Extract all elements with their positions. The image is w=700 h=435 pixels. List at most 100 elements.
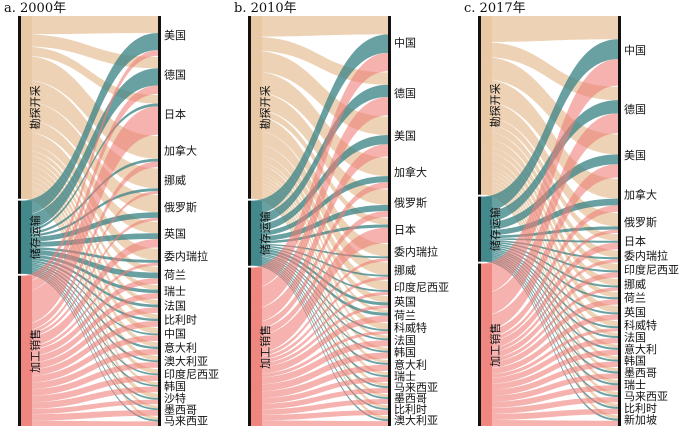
flow-upstream-14 [251,174,388,351]
stage-label-upstream: 勘探开采 [29,85,42,129]
flow-downstream-20 [251,420,388,426]
country-label: 荷兰 [164,268,186,281]
flow-downstream-14 [251,352,388,392]
country-label: 法国 [624,330,646,344]
country-label: 科威特 [624,318,657,332]
flow-midstream-16 [21,266,158,376]
stage-block-upstream [248,16,262,199]
stage-label-upstream: 勘探开采 [259,85,272,129]
flow-downstream-18 [251,399,388,415]
country-label: 新加坡 [624,413,657,427]
country-label: 加拿大 [164,144,197,158]
flow-downstream-5 [251,211,388,337]
flows [481,16,618,426]
flow-downstream-18 [481,397,618,415]
flow-downstream-2 [21,85,158,293]
country-label: 比利时 [394,403,427,416]
country-label: 沙特 [164,391,186,405]
country-label: 挪威 [624,277,646,291]
country-label: 印度尼西亚 [394,280,449,294]
country-label: 加拿大 [394,165,427,179]
stage-bar-midstream [478,196,481,262]
flow-downstream-2 [251,96,388,309]
flow-downstream-20 [481,420,618,426]
flow-midstream-18 [481,256,618,398]
flow-upstream-17 [481,179,618,384]
flow-downstream-12 [21,321,158,377]
flow-downstream-17 [481,385,618,409]
country-label: 美国 [164,29,186,42]
flow-downstream-10 [481,299,618,369]
flow-midstream-7 [251,243,388,259]
flow-upstream-18 [481,183,618,396]
flow-midstream-10 [21,254,158,294]
flow-midstream-18 [21,269,158,400]
flow-midstream-11 [21,257,158,308]
flow-upstream-3 [21,46,158,104]
stage-block-upstream [18,16,32,199]
country-label: 英国 [394,294,416,308]
flow-downstream-10 [21,293,158,364]
stage-bar-upstream [18,16,21,199]
country-label: 韩国 [394,345,416,359]
flow-downstream-6 [21,217,158,338]
flow-upstream-15 [21,175,158,361]
flow-midstream-12 [481,247,618,329]
flow-downstream-6 [251,227,388,354]
country-label: 俄罗斯 [624,216,657,229]
flow-midstream-13 [21,261,158,336]
country-label: 日本 [624,234,646,248]
flow-midstream-14 [251,255,388,353]
country-label: 比利时 [624,402,657,415]
stage-block-downstream [478,263,492,426]
country-label: 印度尼西亚 [624,263,679,277]
flow-upstream-5 [21,79,158,189]
flow-upstream-2 [251,36,388,85]
country-label: 英国 [624,305,646,319]
country-label: 俄罗斯 [394,196,427,209]
country-label: 马来西亚 [394,381,438,394]
country-label: 瑞士 [624,377,646,391]
country-label: 墨西哥 [624,366,657,379]
flow-midstream-9 [481,242,618,288]
flow-midstream-7 [21,233,158,247]
flow-upstream-17 [21,184,158,385]
flow-midstream-4 [21,158,158,235]
stage-bar-downstream [478,263,481,426]
flow-upstream-16 [251,181,388,376]
stage-block-downstream [248,267,262,426]
flow-upstream-19 [251,191,388,409]
flow-upstream-1 [251,16,388,37]
stage-bar-downstream [18,275,21,426]
country-label: 意大利 [394,357,427,371]
flow-midstream-17 [481,255,618,386]
country-label: 委内瑞拉 [394,245,438,259]
flow-downstream-2 [481,113,618,316]
country-label: 意大利 [164,340,197,354]
country-label: 美国 [624,149,646,162]
stage-block-midstream [18,200,32,274]
flow-downstream-15 [21,362,158,397]
flow-midstream-5 [251,204,388,242]
country-label: 德国 [624,102,646,116]
panel-title: a. 2000年 [4,1,66,16]
flow-midstream-2 [251,84,388,225]
country-label: 荷兰 [394,309,416,322]
flow-downstream-11 [251,315,388,375]
flow-downstream-11 [21,307,158,371]
flow-downstream-19 [251,410,388,421]
flow-downstream-7 [481,259,618,353]
country-label: 英国 [164,227,186,241]
flow-midstream-8 [481,241,618,273]
country-axis-bar [618,16,621,426]
country-label: 荷兰 [624,291,646,304]
country-label: 法国 [164,298,186,312]
flow-upstream-7 [21,119,158,234]
stage-block-midstream [478,196,492,262]
flow-downstream-12 [251,331,388,378]
flow-downstream-16 [21,375,158,403]
flow-downstream-3 [481,164,618,331]
flow-midstream-14 [481,250,618,350]
